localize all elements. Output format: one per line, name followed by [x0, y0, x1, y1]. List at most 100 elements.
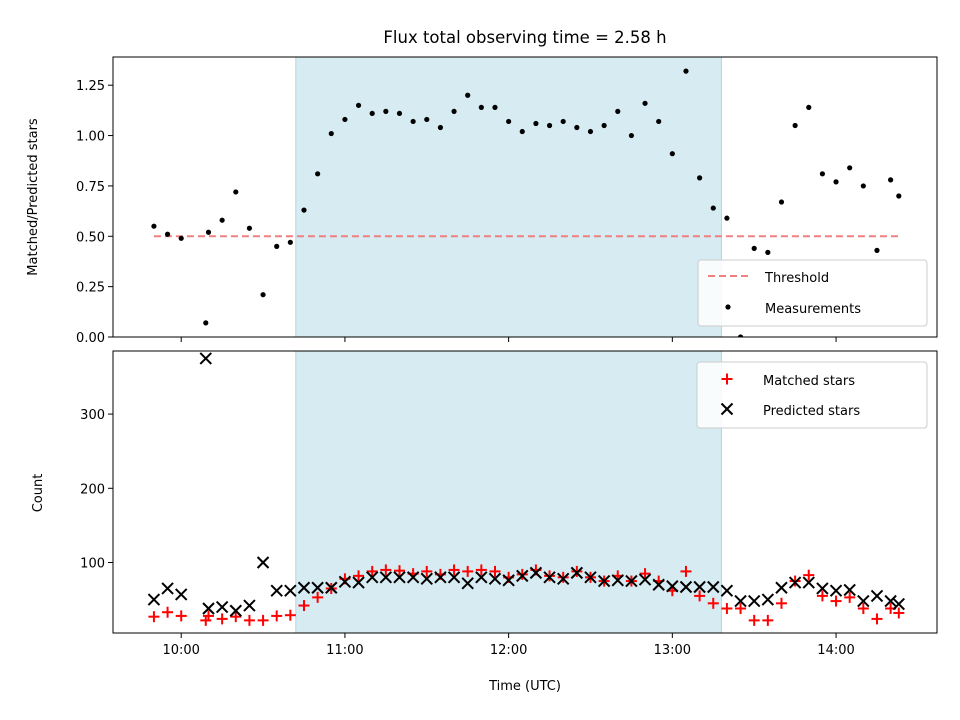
measurement-point	[669, 151, 675, 157]
matched-star-point	[271, 610, 283, 622]
predicted-star-point	[529, 566, 543, 580]
top-y-axis-label: Matched/Predicted stars	[26, 118, 41, 276]
predicted-star-point	[556, 572, 570, 586]
measurement-point	[355, 102, 362, 108]
predicted-star-point	[802, 576, 815, 589]
measurement-point	[219, 217, 225, 223]
predicted-star-point	[707, 580, 720, 594]
measurement-point	[301, 207, 307, 213]
measurement-point	[178, 235, 184, 241]
predicted-star-point	[625, 574, 638, 588]
top-y-tick-label: 1.00	[76, 130, 105, 145]
measurement-point	[287, 239, 293, 245]
measurement-point	[833, 179, 839, 185]
predicted-star-point	[611, 574, 624, 587]
x-tick-label: 11:00	[326, 643, 363, 658]
legend-measurements-label: Measurements	[765, 302, 861, 317]
measurement-point	[492, 104, 498, 110]
predicted-star-point	[202, 602, 215, 615]
measurement-point	[683, 68, 689, 74]
measurement-point	[451, 108, 457, 114]
predicted-star-point	[679, 580, 693, 594]
top-marks	[151, 68, 902, 337]
measurement-point	[737, 334, 744, 337]
predicted-star-point	[843, 583, 856, 597]
predicted-star-point	[229, 604, 242, 617]
bottom-axes-frame	[112, 350, 938, 634]
top-axes-frame	[112, 56, 938, 338]
matched-star-point	[298, 600, 310, 612]
predicted-star-point	[638, 573, 652, 586]
legend-measurements-swatch	[725, 304, 731, 310]
measurement-point	[847, 165, 853, 171]
predicted-star-point	[447, 571, 461, 584]
measurement-point	[437, 124, 444, 131]
predicted-star-point	[693, 580, 706, 594]
matched-star-point	[475, 564, 487, 576]
matched-star-point	[380, 564, 392, 576]
measurement-point	[519, 128, 525, 135]
matched-star-point	[871, 613, 883, 625]
measurement-point	[896, 193, 902, 199]
predicted-star-point	[147, 593, 161, 606]
measurement-point	[383, 108, 389, 114]
predicted-star-point	[325, 581, 338, 594]
predicted-star-point	[775, 581, 788, 594]
matched-star-point	[721, 603, 733, 615]
measurement-point	[724, 215, 730, 221]
matched-star-point	[516, 568, 528, 580]
measurement-point	[315, 171, 321, 177]
matched-star-point	[830, 595, 842, 607]
predicted-star-point	[597, 574, 611, 588]
matched-star-point	[762, 614, 774, 626]
measurement-point	[342, 116, 348, 123]
legend-predicted-swatch	[720, 402, 734, 416]
measurement-point	[410, 118, 416, 125]
measurement-point	[151, 223, 157, 229]
predicted-star-point	[829, 584, 843, 597]
predicted-star-point	[243, 599, 256, 612]
predicted-star-point	[761, 593, 775, 606]
matched-star-point	[230, 611, 242, 623]
matched-star-point	[803, 569, 815, 581]
predicted-star-point	[175, 588, 188, 601]
matched-star-point	[202, 610, 214, 622]
measurement-point	[328, 130, 334, 137]
measurement-point	[874, 247, 880, 253]
predicted-star-point	[870, 589, 884, 603]
measurement-point	[164, 231, 171, 237]
measurement-point	[888, 177, 894, 183]
matched-star-point	[748, 614, 760, 626]
legend-threshold-label: Threshold	[764, 271, 829, 286]
predicted-star-point	[475, 571, 488, 584]
matched-star-point	[448, 564, 460, 576]
predicted-star-point	[543, 571, 556, 584]
top-y-tick-label: 0.75	[76, 180, 105, 195]
measurement-point	[778, 199, 785, 205]
matched-star-point	[489, 565, 501, 577]
predicted-star-point	[338, 575, 352, 589]
x-tick-label: 14:00	[817, 643, 854, 658]
measurement-point	[615, 108, 621, 114]
chart-title: Flux total observing time = 2.58 h	[383, 28, 666, 47]
measurement-point	[205, 229, 212, 235]
predicted-star-point	[199, 352, 212, 365]
bottom-panel: 100 200 300 10:00 11:00 12:00 13:00 14:00 Matche…	[80, 350, 938, 658]
predicted-star-point	[270, 584, 283, 597]
predicted-star-point	[734, 594, 747, 608]
predicted-star-point	[502, 574, 515, 587]
matched-star-point	[844, 591, 856, 603]
predicted-star-point	[352, 576, 365, 589]
predicted-star-point	[284, 584, 297, 597]
predicted-star-point	[884, 594, 897, 608]
measurement-point	[424, 116, 430, 123]
predicted-star-point	[393, 571, 406, 584]
top-panel: 0.00 0.25 0.50 0.75 1.00 1.25 Threshold Measure…	[76, 56, 938, 346]
bottom-shaded-span	[295, 351, 722, 633]
measurement-point	[274, 243, 280, 249]
top-y-tick-label: 0.25	[76, 281, 105, 296]
matched-star-point	[639, 568, 651, 580]
bottom-marks	[147, 352, 906, 626]
predicted-star-point	[857, 594, 870, 608]
predicted-star-point	[652, 578, 665, 591]
